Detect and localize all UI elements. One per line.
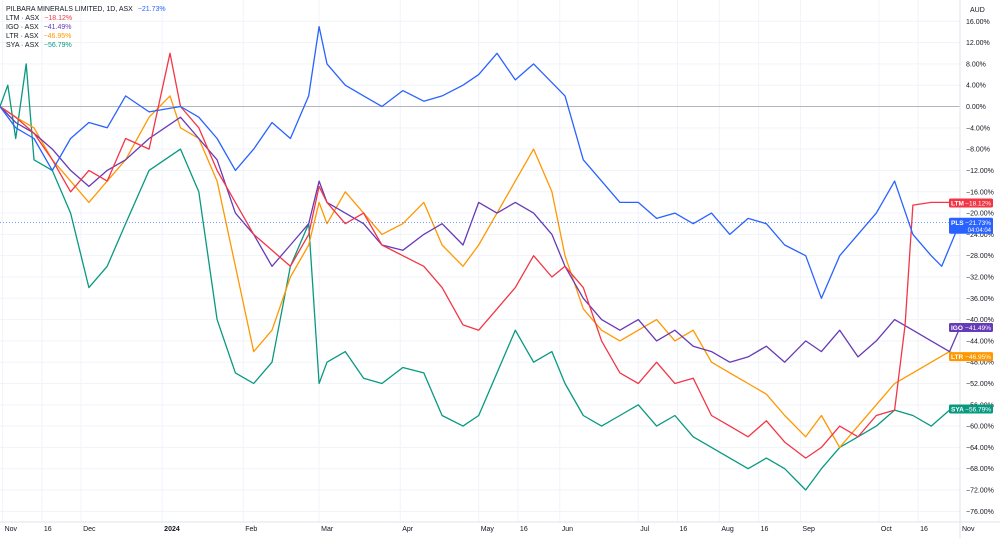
last-value-tag-ltm bbox=[949, 198, 993, 208]
y-tick-label: −24.00% bbox=[966, 232, 994, 239]
legend-igo-label: IGO · ASX bbox=[6, 24, 39, 31]
x-tick-label: 16 bbox=[761, 526, 769, 533]
last-value-tag-value: −18.12% bbox=[965, 201, 991, 208]
legend-ltr-label: LTR · ASX bbox=[6, 33, 39, 40]
y-tick-label: −76.00% bbox=[966, 509, 994, 516]
y-tick-label: 0.00% bbox=[966, 104, 986, 111]
series-lines bbox=[0, 25, 961, 491]
legend-ltm[interactable]: LTM · ASX −18.12% bbox=[6, 14, 166, 23]
x-tick-label: 16 bbox=[520, 526, 528, 533]
legend-main-label: PILBARA MINERALS LIMITED, 1D, ASX bbox=[6, 6, 133, 13]
x-tick-label: 16 bbox=[44, 526, 52, 533]
x-tick-label: Feb bbox=[245, 526, 257, 533]
last-value-tag-name: PLS bbox=[951, 220, 964, 227]
legend-ltr[interactable]: LTR · ASX −46.95% bbox=[6, 32, 166, 41]
legend-ltm-change: −18.12% bbox=[44, 15, 73, 22]
legend-igo-change: −41.49% bbox=[43, 24, 72, 31]
y-tick-label: −36.00% bbox=[966, 296, 994, 303]
x-tick-label: Nov bbox=[5, 526, 18, 533]
grid bbox=[0, 0, 961, 522]
x-tick-label: 2024 bbox=[164, 526, 180, 533]
series-line-ltr[interactable] bbox=[0, 95, 961, 449]
y-tick-label: −4.00% bbox=[966, 125, 990, 132]
x-tick-label: Nov bbox=[962, 526, 975, 533]
y-axis: 16.00% 12.00% 8.00% 4.00% 0.00% −4.00% −8.00% −… bbox=[959, 0, 994, 538]
last-value-tag-value: −41.49% bbox=[965, 325, 991, 332]
last-value-tag-pls bbox=[949, 217, 993, 234]
y-tick-label: 16.00% bbox=[966, 19, 990, 26]
legend-sya[interactable]: SYA · ASX −56.79% bbox=[6, 41, 166, 50]
series-line-ltm[interactable] bbox=[0, 52, 961, 459]
x-tick-label: May bbox=[481, 526, 495, 533]
last-value-tags: PLS −21.73%04:04:04 LTM −18.12% IGO −41.49% LT… bbox=[0, 198, 993, 414]
series-line-sya[interactable] bbox=[0, 63, 961, 491]
y-tick-label: −68.00% bbox=[966, 466, 994, 473]
x-tick-label: Mar bbox=[321, 526, 334, 533]
x-tick-label: Aug bbox=[721, 526, 734, 533]
legend-main-change: −21.73% bbox=[137, 6, 166, 13]
legend-ltm-label: LTM · ASX bbox=[6, 15, 40, 22]
last-value-tag-igo bbox=[949, 323, 993, 333]
y-tick-label: −52.00% bbox=[966, 381, 994, 388]
y-tick-label: 8.00% bbox=[966, 61, 986, 68]
last-value-tag-name: SYA bbox=[951, 407, 964, 414]
last-value-tag-name: LTM bbox=[951, 201, 964, 208]
y-tick-label: −48.00% bbox=[966, 360, 994, 367]
y-tick-label: −44.00% bbox=[966, 338, 994, 345]
x-tick-label: 16 bbox=[679, 526, 687, 533]
legend-sya-label: SYA · ASX bbox=[6, 42, 39, 49]
last-value-tag-name: IGO bbox=[951, 325, 963, 332]
x-axis: Nov 16 Dec 2024 Feb Mar Apr May 16 Jun Jul 16 Aug 16 S… bbox=[0, 521, 1000, 533]
legend-ltr-change: −46.95% bbox=[43, 33, 72, 40]
x-tick-label: Oct bbox=[881, 526, 892, 533]
last-value-tag-value: −56.79% bbox=[965, 407, 991, 414]
last-value-tag-value: −21.73% bbox=[965, 220, 991, 227]
y-tick-label: −20.00% bbox=[966, 211, 994, 218]
x-tick-label: Jun bbox=[562, 526, 573, 533]
legend: PILBARA MINERALS LIMITED, 1D, ASX −21.73… bbox=[6, 5, 166, 50]
last-value-tag-sya bbox=[949, 404, 993, 414]
currency-label: AUD bbox=[970, 7, 985, 14]
x-tick-label: Jul bbox=[640, 526, 649, 533]
series-line-pls[interactable] bbox=[0, 25, 961, 299]
y-tick-label: −60.00% bbox=[966, 424, 994, 431]
y-tick-label: −32.00% bbox=[966, 274, 994, 281]
y-tick-label: −8.00% bbox=[966, 147, 990, 154]
y-tick-label: −28.00% bbox=[966, 253, 994, 260]
countdown-timer: 04:04:04 bbox=[968, 228, 992, 234]
y-tick-label: −40.00% bbox=[966, 317, 994, 324]
x-tick-label: Apr bbox=[402, 526, 414, 533]
last-value-tag-ltr bbox=[949, 352, 993, 362]
series-line-igo[interactable] bbox=[0, 106, 961, 363]
y-tick-label: −72.00% bbox=[966, 488, 994, 495]
last-value-tag-name: LTR bbox=[951, 354, 963, 361]
y-tick-label: −16.00% bbox=[966, 189, 994, 196]
y-tick-label: −12.00% bbox=[966, 168, 994, 175]
x-tick-label: Dec bbox=[83, 526, 96, 533]
legend-igo[interactable]: IGO · ASX −41.49% bbox=[6, 23, 166, 32]
last-value-tag-value: −46.95% bbox=[965, 354, 991, 361]
y-tick-label: 4.00% bbox=[966, 83, 986, 90]
y-tick-label: 12.00% bbox=[966, 40, 990, 47]
legend-sya-change: −56.79% bbox=[43, 42, 72, 49]
legend-main[interactable]: PILBARA MINERALS LIMITED, 1D, ASX −21.73… bbox=[6, 5, 166, 14]
x-tick-label: Sep bbox=[802, 526, 815, 533]
x-tick-label: 16 bbox=[920, 526, 928, 533]
y-tick-label: −64.00% bbox=[966, 445, 994, 452]
